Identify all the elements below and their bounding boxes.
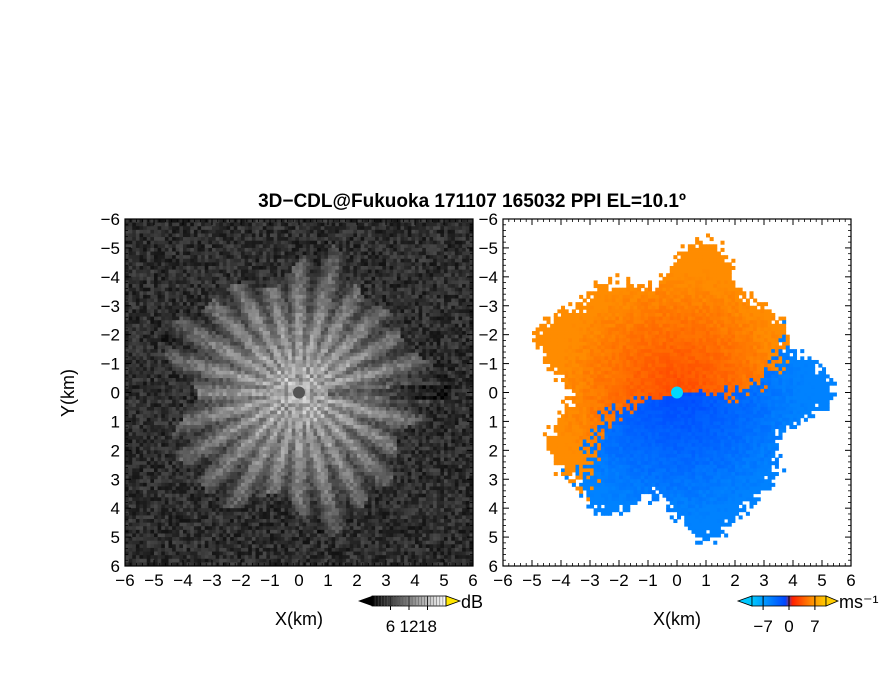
refl-colorbar-tick-label: 18 xyxy=(418,617,437,636)
refl-xtick-label: 6 xyxy=(468,571,477,590)
refl-ytick-label: −6 xyxy=(101,210,120,229)
vel-xtick-label: 3 xyxy=(759,571,768,590)
vel-center-marker xyxy=(671,386,683,399)
velocity-colorbar-unit: ms⁻¹ xyxy=(839,592,879,612)
vel-ytick-label: 5 xyxy=(489,528,498,547)
vel-colorbar-tick-label: −7 xyxy=(753,617,772,636)
vel-xtick-label: −5 xyxy=(522,571,541,590)
refl-xtick-label: 1 xyxy=(323,571,332,590)
reflectivity-colorbar-under-arrow xyxy=(358,596,372,606)
refl-ytick-label: 1 xyxy=(111,412,120,431)
refl-xtick-label: 0 xyxy=(294,571,303,590)
figure-title: 3D−CDL@Fukuoka 171107 165032 PPI EL=10.1… xyxy=(258,191,686,212)
refl-ytick-label: 2 xyxy=(111,441,120,460)
refl-ytick-label: −2 xyxy=(101,326,120,345)
reflectivity-ylabel: Y(km) xyxy=(58,369,78,417)
refl-xtick-label: 2 xyxy=(352,571,361,590)
vel-xtick-label: 5 xyxy=(817,571,826,590)
vel-ytick-label: 0 xyxy=(489,384,498,403)
vel-xtick-label: 0 xyxy=(672,571,681,590)
refl-center-marker xyxy=(293,386,305,399)
refl-ytick-label: −1 xyxy=(101,355,120,374)
refl-xtick-label: 5 xyxy=(439,571,448,590)
refl-xtick-label: −5 xyxy=(144,571,163,590)
vel-xtick-label: −4 xyxy=(551,571,570,590)
velocity-colorbar-over-arrow xyxy=(825,595,840,607)
vel-colorbar-tick-label: 0 xyxy=(784,617,793,636)
vel-colorbar-tick-label: 7 xyxy=(810,617,819,636)
vel-ytick-label: −5 xyxy=(479,239,498,258)
vel-ytick-label: −6 xyxy=(479,210,498,229)
vel-ytick-label: 3 xyxy=(489,470,498,489)
refl-ytick-label: 5 xyxy=(111,528,120,547)
refl-colorbar-tick-label: 6 xyxy=(386,617,395,636)
vel-xtick-label: 2 xyxy=(730,571,739,590)
reflectivity-colorbar-unit: dB xyxy=(461,592,483,612)
vel-xtick-label: 6 xyxy=(846,571,855,590)
refl-ytick-label: −5 xyxy=(101,239,120,258)
velocity-colorbar-under-arrow xyxy=(736,595,753,607)
vel-xtick-label: 1 xyxy=(701,571,710,590)
vel-ytick-label: 4 xyxy=(489,499,498,518)
velocity-colorbar: −7 0 7 ms⁻¹ xyxy=(736,592,879,636)
vel-xtick-label: −6 xyxy=(493,571,512,590)
vel-ytick-label: 6 xyxy=(489,557,498,576)
refl-colorbar-tick-label: 12 xyxy=(400,617,419,636)
reflectivity-colorbar: 6 12 18 dB xyxy=(358,592,483,636)
refl-xtick-label: 3 xyxy=(381,571,390,590)
refl-ytick-label: 0 xyxy=(111,384,120,403)
vel-xtick-label: −2 xyxy=(609,571,628,590)
refl-ytick-label: 4 xyxy=(111,499,120,518)
vel-xtick-label: 4 xyxy=(788,571,797,590)
vel-xtick-label: −1 xyxy=(638,571,657,590)
velocity-xlabel: X(km) xyxy=(653,609,701,629)
vel-ytick-label: −2 xyxy=(479,326,498,345)
refl-xtick-label: −6 xyxy=(115,571,134,590)
vel-ytick-label: −1 xyxy=(479,355,498,374)
velocity-heatmap xyxy=(532,233,837,545)
refl-ytick-label: 6 xyxy=(111,557,120,576)
reflectivity-xlabel: X(km) xyxy=(275,609,323,629)
refl-ytick-label: −3 xyxy=(101,297,120,316)
refl-xtick-label: −2 xyxy=(231,571,250,590)
refl-xtick-label: 4 xyxy=(410,571,419,590)
refl-xtick-label: −3 xyxy=(202,571,221,590)
vel-ytick-label: −3 xyxy=(479,297,498,316)
refl-ytick-label: 3 xyxy=(111,470,120,489)
refl-xtick-label: −1 xyxy=(260,571,279,590)
vel-ytick-label: 2 xyxy=(489,441,498,460)
vel-xtick-label: −3 xyxy=(580,571,599,590)
vel-ytick-label: −4 xyxy=(479,268,498,287)
vel-ytick-label: 1 xyxy=(489,412,498,431)
refl-ytick-label: −4 xyxy=(101,268,120,287)
reflectivity-colorbar-over-arrow xyxy=(445,595,462,607)
reflectivity-heatmap xyxy=(125,219,473,566)
refl-xtick-label: −4 xyxy=(173,571,192,590)
